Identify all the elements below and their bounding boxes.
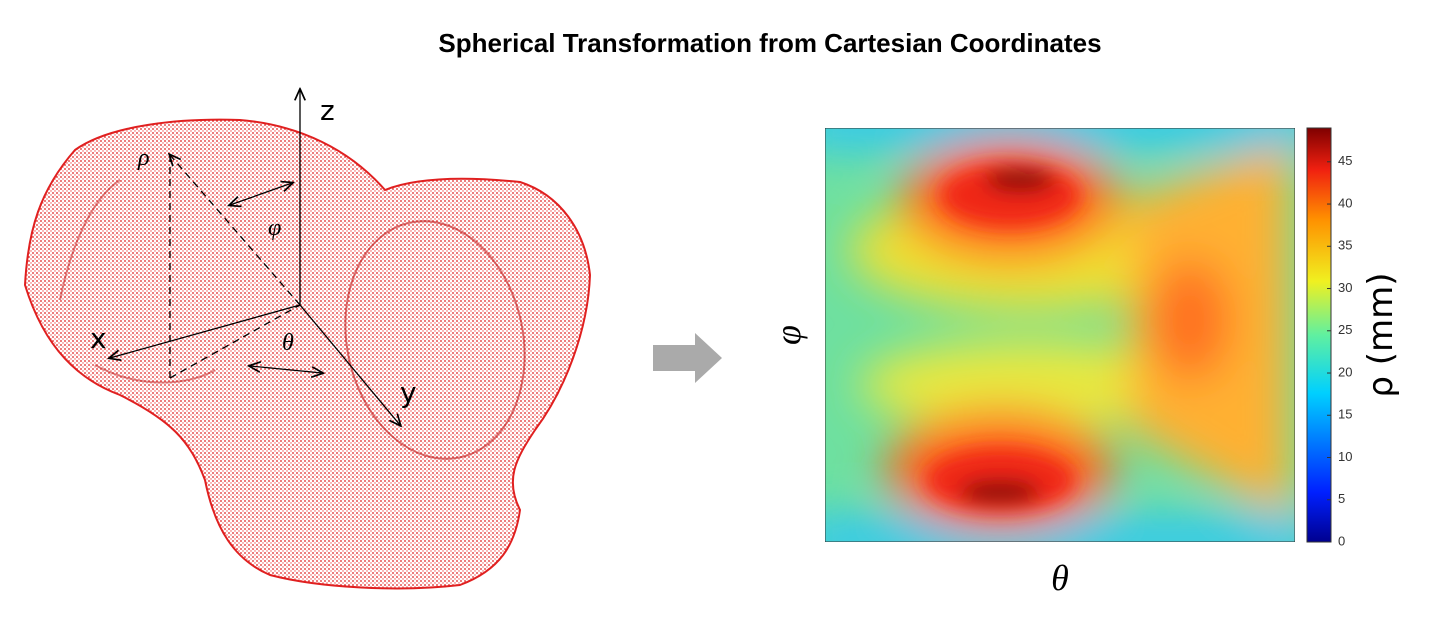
axis-label: z (320, 94, 335, 127)
angle-label: φ (268, 215, 281, 241)
heatmap (825, 128, 1295, 542)
coordinate-axes (110, 90, 400, 425)
colorbar-tick-label: 5 (1338, 491, 1345, 506)
colorbar-tick-label: 25 (1338, 322, 1352, 337)
point-cloud (23, 118, 592, 590)
colorbar-tick-label: 45 (1338, 153, 1352, 168)
angle-label: ρ (137, 145, 150, 171)
colorbar-tick-label: 15 (1338, 407, 1352, 422)
colorbar-label: ρ (mm) (1361, 272, 1401, 397)
colorbar-tick-label: 35 (1338, 238, 1352, 253)
colorbar-tick-label: 0 (1338, 533, 1345, 548)
y-axis-label: φ (768, 325, 808, 345)
axis-label: y (400, 376, 417, 409)
colorbar-tick-label: 20 (1338, 364, 1352, 379)
angle-label: θ (282, 330, 294, 356)
title: Spherical Transformation from Cartesian … (438, 28, 1101, 58)
colorbar-tick-label: 10 (1338, 449, 1352, 464)
transform-arrow (653, 333, 722, 383)
axis-label: x (90, 322, 107, 355)
colorbar-tick-label: 40 (1338, 195, 1352, 210)
colorbar (1306, 127, 1332, 543)
colorbar-tick-label: 30 (1338, 280, 1352, 295)
x-axis-label: θ (1051, 558, 1069, 598)
